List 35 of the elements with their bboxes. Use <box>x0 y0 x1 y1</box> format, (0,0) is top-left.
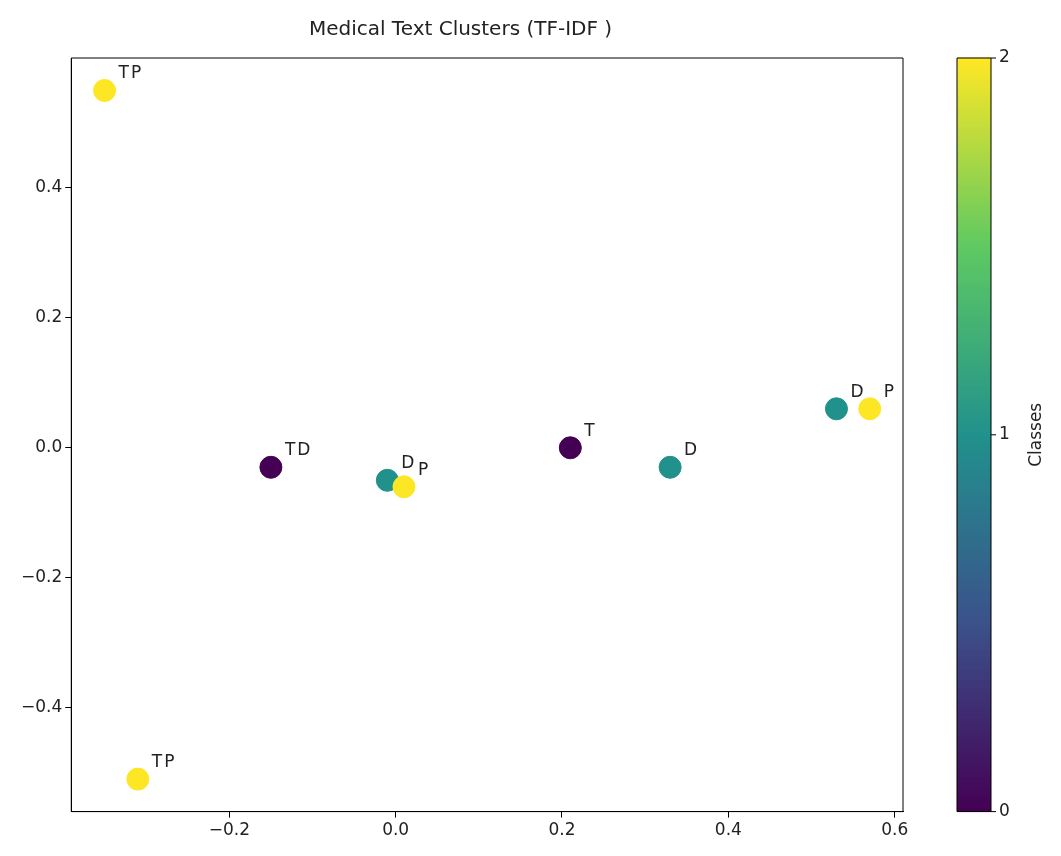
point <box>259 455 283 479</box>
annotation: D <box>684 439 698 460</box>
annotation: T <box>283 439 296 460</box>
y-tick-label: −0.2 <box>21 566 63 587</box>
x-tick-label: −0.2 <box>208 819 250 840</box>
point <box>658 455 682 479</box>
point <box>126 767 150 791</box>
x-tick-label: 0.6 <box>881 819 909 840</box>
annotation: T <box>583 419 596 440</box>
y-tick-label: 0.0 <box>35 436 63 457</box>
color-bar-title: Classes <box>1025 402 1046 467</box>
annotation: T <box>150 751 163 772</box>
annotation: D <box>850 380 864 401</box>
color-bar-label: 0 <box>999 800 1010 821</box>
annotation: P <box>417 458 429 479</box>
color-bar-label: 1 <box>999 423 1010 444</box>
x-tick-label: 0.2 <box>548 819 576 840</box>
chart-title: Medical Text Clusters (TF-IDF ) <box>308 16 613 41</box>
point <box>858 397 882 421</box>
annotation: T <box>117 62 130 83</box>
color-bar-label: 2 <box>999 46 1010 67</box>
y-tick-label: 0.2 <box>35 306 63 327</box>
annotation: P <box>164 751 175 772</box>
y-tick-label: 0.4 <box>35 176 63 197</box>
point <box>392 475 416 499</box>
annotation: D <box>297 439 311 460</box>
annotation: P <box>130 62 142 83</box>
annotation: D <box>401 452 415 473</box>
x-tick-label: 0.4 <box>714 819 742 840</box>
point <box>93 78 117 102</box>
annotation: P <box>883 380 894 401</box>
y-tick-label: −0.4 <box>21 696 63 717</box>
x-tick-label: 0.0 <box>382 819 410 840</box>
point <box>558 436 582 460</box>
point <box>824 397 848 421</box>
